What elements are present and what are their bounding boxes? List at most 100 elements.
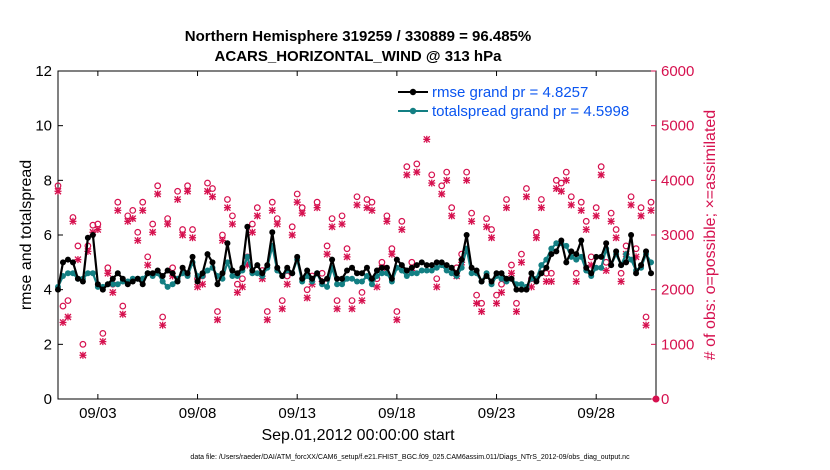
- chart-title: Northern Hemisphere 319259 / 330889 = 96…: [185, 28, 531, 45]
- obs-assimilated-marker: [368, 206, 376, 214]
- series-point: [339, 275, 346, 282]
- obs-assimilated-marker: [154, 190, 162, 198]
- series-point: [548, 245, 555, 252]
- series-point: [423, 267, 430, 274]
- series-point: [149, 270, 156, 277]
- obs-possible-marker: [637, 204, 645, 212]
- x-tick-label: 09/23: [478, 405, 516, 422]
- series-point: [453, 270, 460, 277]
- obs-possible-marker: [617, 269, 625, 277]
- obs-assimilated-marker: [517, 258, 525, 266]
- obs-assimilated-marker: [448, 212, 456, 220]
- series-point: [433, 264, 440, 271]
- series-point: [89, 270, 96, 277]
- obs-possible-marker: [214, 308, 221, 315]
- legend: rmse grand pr = 4.8257 totalspread grand…: [393, 82, 655, 122]
- obs-assimilated-marker: [537, 204, 545, 212]
- series-point: [254, 262, 261, 269]
- series-point: [329, 256, 336, 263]
- obs-possible-marker: [443, 168, 451, 176]
- obs-assimilated-marker: [562, 176, 570, 184]
- obs-possible-marker: [597, 163, 605, 171]
- series-point: [608, 262, 615, 269]
- y2-tick-label: 4000: [661, 172, 694, 189]
- series-point: [299, 275, 306, 282]
- obs-possible-marker: [323, 242, 331, 250]
- obs-assimilated-marker: [503, 204, 510, 212]
- series-point: [403, 273, 410, 279]
- chart-subtitle: ACARS_HORIZONTAL_WIND @ 313 hPa: [215, 48, 503, 65]
- obs-assimilated-marker: [223, 204, 231, 212]
- series-point: [408, 270, 415, 277]
- obs-assimilated-marker: [572, 277, 580, 285]
- obs-possible-marker: [363, 196, 371, 203]
- series-point: [64, 270, 71, 277]
- series-point: [264, 262, 271, 269]
- obs-possible-marker: [238, 275, 246, 283]
- obs-assimilated-marker: [473, 299, 481, 307]
- series-point: [239, 264, 246, 271]
- y-axis-label-left: rmse and totalspread: [18, 160, 35, 310]
- x-ticks: 09/03 09/08 09/13 09/18 09/23 09/28: [79, 71, 615, 422]
- obs-assimilated-marker: [159, 321, 167, 329]
- series-point: [304, 267, 311, 274]
- series-point: [284, 264, 291, 271]
- obs-assimilated-marker: [114, 206, 122, 214]
- legend-rmse-label: rmse grand pr = 4.8257: [432, 84, 588, 101]
- series-point: [79, 278, 86, 285]
- obs-possible-marker: [577, 198, 585, 206]
- obs-assimilated-marker: [164, 220, 172, 228]
- series-point: [368, 281, 375, 288]
- obs-possible-marker: [333, 297, 341, 305]
- series-point: [618, 262, 625, 269]
- obs-possible-marker: [134, 228, 142, 236]
- y2-tick-label: 3000: [661, 227, 694, 244]
- series-point: [598, 253, 605, 260]
- series-point: [189, 253, 196, 260]
- series-point: [413, 262, 420, 269]
- obs-assimilated-marker: [179, 231, 187, 239]
- obs-assimilated-marker: [184, 187, 192, 195]
- obs-assimilated-marker: [338, 220, 346, 228]
- obs-assimilated-marker: [488, 234, 496, 242]
- series-point: [388, 275, 395, 282]
- obs-assimilated-marker: [493, 299, 501, 307]
- legend-spread-marker: [409, 107, 417, 115]
- obs-assimilated-marker: [328, 223, 336, 231]
- obs-assimilated-marker: [483, 223, 491, 231]
- series-point: [344, 275, 351, 282]
- obs-assimilated-marker: [119, 310, 127, 318]
- series-point: [603, 240, 610, 247]
- series-point: [209, 259, 216, 266]
- series-point: [99, 286, 106, 293]
- obs-assimilated-marker: [99, 338, 107, 346]
- obs-possible-marker: [393, 308, 401, 315]
- series-point: [468, 270, 475, 277]
- obs-assimilated-marker: [602, 267, 610, 275]
- obs-assimilated-marker: [522, 193, 530, 201]
- obs-assimilated-marker: [263, 316, 271, 324]
- series-point: [169, 270, 176, 277]
- series-point: [378, 264, 385, 271]
- series-point: [628, 232, 635, 238]
- obs-count-markers: [54, 100, 660, 403]
- series-point: [109, 281, 116, 288]
- obs-assimilated-marker: [323, 250, 331, 258]
- obs-assimilated-marker: [627, 201, 635, 209]
- series-point: [344, 267, 351, 274]
- x-tick-label: 09/13: [278, 405, 316, 422]
- obs-assimilated-marker: [373, 283, 381, 291]
- obs-assimilated-marker: [463, 176, 471, 184]
- series-point: [528, 270, 535, 277]
- obs-possible-marker: [64, 297, 72, 305]
- obs-assimilated-marker: [189, 234, 197, 242]
- y-axis-label-right: # of obs: o=possible; ×=assimilated: [702, 110, 719, 360]
- series-point: [319, 278, 326, 285]
- obs-assimilated-marker: [204, 187, 211, 195]
- obs-possible-marker: [428, 171, 436, 179]
- y-tick-label: 8: [44, 172, 52, 189]
- obs-assimilated-marker: [423, 135, 431, 143]
- obs-assimilated-marker: [547, 277, 555, 285]
- obs-assimilated-marker: [248, 228, 256, 236]
- obs-possible-marker: [79, 340, 87, 348]
